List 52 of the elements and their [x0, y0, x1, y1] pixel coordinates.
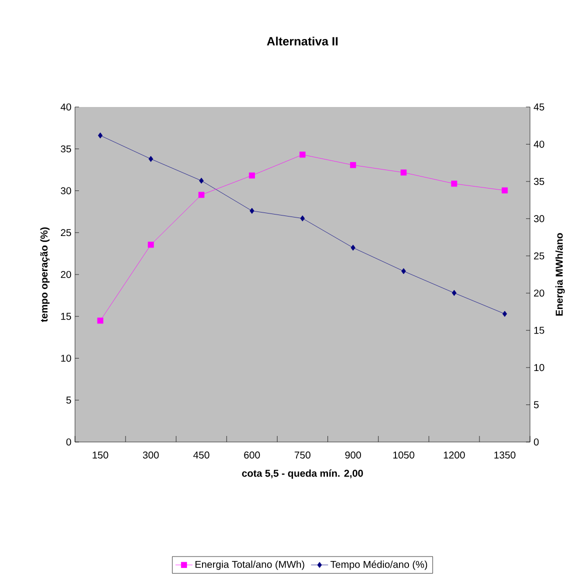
y2-tick-label: 35 [534, 178, 544, 185]
y2-tick-label: 15 [534, 326, 544, 334]
y-tick-label: 30 [60, 187, 72, 194]
y-tick-label: 10 [61, 354, 72, 362]
y-tick-label: 5 [66, 396, 72, 404]
y2-tick-label: 45 [534, 104, 544, 110]
x-tick-label: 750 [294, 452, 310, 459]
y-tick-label: 40 [60, 103, 72, 111]
point [350, 244, 356, 251]
legend-label: Energia Total/ano (MWh) [195, 560, 304, 570]
y-tick-label: 20 [60, 270, 72, 278]
point [300, 152, 306, 158]
point [502, 310, 508, 317]
point [451, 180, 458, 187]
x-axis-title: cota 5,5 - queda mín. 2,00 [242, 469, 363, 479]
x-tick-label: 150 [92, 452, 108, 459]
point [199, 178, 204, 184]
y2-axis-title: Energia MWh/ano [555, 233, 565, 316]
point [350, 162, 356, 168]
chart-title: Alternativa II [266, 36, 338, 46]
y-tick-label: 15 [61, 312, 72, 320]
point [300, 215, 305, 222]
y2-tick-label: 10 [534, 364, 544, 372]
point [401, 268, 406, 274]
y2-tick-label: 5 [534, 401, 539, 408]
x-tick-label: 1350 [494, 452, 516, 459]
y2-tick-label: 30 [534, 215, 544, 222]
point [198, 192, 204, 198]
point [400, 170, 407, 176]
point [250, 208, 254, 214]
x-tick-label: 600 [244, 452, 260, 459]
y2-tick-label: 0 [534, 438, 539, 446]
y-tick-label: 25 [60, 229, 72, 236]
x-tick-label: 900 [345, 452, 361, 459]
y2-tick-label: 25 [534, 252, 544, 260]
x-tick-label: 450 [193, 452, 210, 459]
point [97, 318, 104, 324]
x-tick-label: 1200 [444, 452, 465, 459]
point [452, 290, 456, 296]
point [248, 172, 255, 178]
point [148, 242, 154, 248]
point [98, 132, 103, 138]
x-tick-label: 1050 [393, 452, 414, 459]
y2-tick-label: 40 [534, 140, 544, 148]
point [148, 156, 154, 162]
y-axis-title: tempo operação (%) [40, 227, 50, 322]
y-tick-label: 0 [66, 438, 72, 446]
y-tick-label: 35 [60, 145, 72, 152]
legend-label: Tempo Médio/ano (%) [330, 560, 428, 570]
x-tick-label: 300 [142, 452, 159, 459]
y2-tick-label: 20 [534, 290, 544, 297]
point [502, 187, 508, 194]
